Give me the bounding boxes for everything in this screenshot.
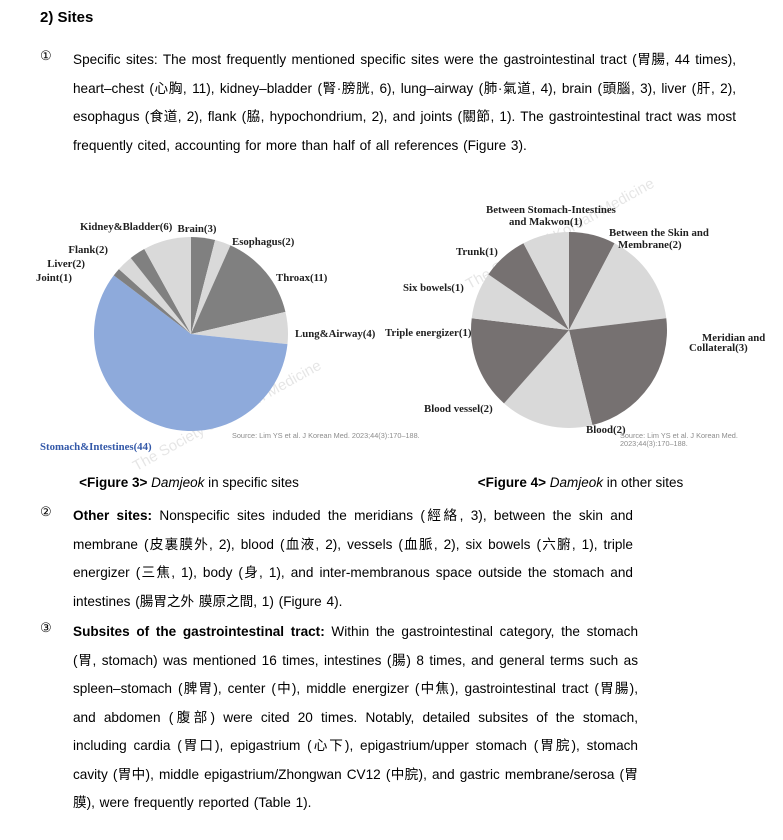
- svg-text:and Makwon(1): and Makwon(1): [509, 216, 583, 228]
- svg-text:Collateral(3): Collateral(3): [689, 342, 748, 354]
- svg-text:Trunk(1): Trunk(1): [456, 246, 498, 258]
- svg-text:Triple energizer(1): Triple energizer(1): [385, 327, 472, 339]
- svg-text:2023;44(3):170–188.: 2023;44(3):170–188.: [620, 439, 688, 448]
- svg-text:Between the Skin and: Between the Skin and: [609, 227, 709, 239]
- svg-text:Membrane(2): Membrane(2): [618, 239, 682, 251]
- svg-text:Blood vessel(2): Blood vessel(2): [424, 403, 493, 415]
- svg-text:Six bowels(1): Six bowels(1): [403, 282, 464, 294]
- svg-text:Between Stomach-Intestines: Between Stomach-Intestines: [486, 204, 616, 216]
